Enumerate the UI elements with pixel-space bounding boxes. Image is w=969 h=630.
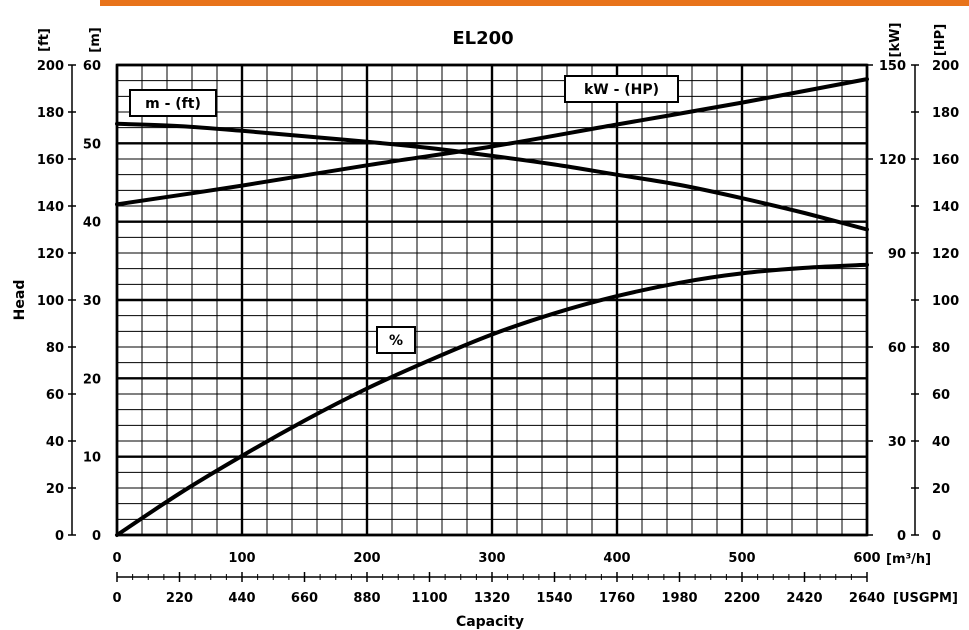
m3h-tick-label: 0	[112, 551, 121, 566]
usgpm-tick-label: 1980	[661, 591, 697, 606]
power-curve-label: kW - (HP)	[564, 75, 679, 103]
usgpm-tick-label: 660	[291, 591, 318, 606]
m3h-tick-label: 500	[728, 551, 755, 566]
chart-title: EL200	[452, 28, 513, 49]
ft-tick-label: 60	[46, 388, 64, 403]
m-tick-label: 0	[92, 529, 101, 544]
efficiency-curve-label-text: %	[389, 333, 403, 349]
efficiency-curve-label-box	[376, 326, 416, 354]
tick-labels: 0204060801001201401601802000102030405060…	[37, 59, 959, 606]
efficiency-curve-label: %	[376, 326, 416, 354]
hp-tick-label: 180	[932, 106, 959, 121]
ft-tick-label: 160	[37, 153, 64, 168]
usgpm-tick-label: 220	[166, 591, 193, 606]
ft-tick-label: 200	[37, 59, 64, 74]
usgpm-tick-label: 440	[228, 591, 255, 606]
m3h-tick-label: 300	[478, 551, 505, 566]
unit-ft: [ft]	[37, 28, 52, 52]
y-axis-title: Head	[12, 280, 28, 321]
power-curve	[115, 77, 869, 207]
head-curve-label: m - (ft)	[129, 89, 217, 117]
usgpm-tick-label: 2420	[786, 591, 822, 606]
usgpm-tick-label: 0	[112, 591, 121, 606]
unit-hp: [HP]	[933, 24, 948, 56]
unit-m: [m]	[88, 27, 103, 52]
m3h-tick-label: 400	[603, 551, 630, 566]
usgpm-tick-label: 1100	[411, 591, 447, 606]
usgpm-tick-label: 1760	[599, 591, 635, 606]
m3h-tick-label: 600	[853, 551, 880, 566]
ft-tick-label: 80	[46, 341, 64, 356]
ft-tick-label: 40	[46, 435, 64, 450]
hp-tick-label: 120	[932, 247, 959, 262]
hp-tick-label: 40	[932, 435, 950, 450]
usgpm-tick-label: 880	[353, 591, 380, 606]
ft-tick-label: 20	[46, 482, 64, 497]
curves	[115, 77, 869, 537]
kw-tick-label: 0	[897, 529, 906, 544]
hp-tick-label: 140	[932, 200, 959, 215]
ft-tick-label: 140	[37, 200, 64, 215]
ft-tick-label: 180	[37, 106, 64, 121]
m-tick-label: 30	[83, 294, 101, 309]
kw-tick-label: 150	[879, 59, 906, 74]
m3h-tick-label: 200	[353, 551, 380, 566]
series-labels: m - (ft) kW - (HP)%	[129, 75, 679, 354]
usgpm-tick-label: 1540	[536, 591, 572, 606]
hp-tick-label: 80	[932, 341, 950, 356]
usgpm-tick-label: 1320	[474, 591, 510, 606]
power-curve-label-box	[564, 75, 679, 103]
hp-tick-label: 60	[932, 388, 950, 403]
kw-tick-label: 120	[879, 153, 906, 168]
kw-tick-label: 30	[888, 435, 906, 450]
hp-tick-label: 160	[932, 153, 959, 168]
hp-tick-label: 100	[932, 294, 959, 309]
head-curve-label-text: m - (ft)	[145, 96, 201, 112]
hp-tick-label: 0	[932, 529, 941, 544]
usgpm-tick-label: 2200	[724, 591, 760, 606]
plot-border	[115, 63, 869, 537]
efficiency-curve	[115, 262, 869, 537]
usgpm-tick-label: 2640	[849, 591, 885, 606]
m-tick-label: 50	[83, 137, 101, 152]
ft-tick-label: 0	[55, 529, 64, 544]
head-curve-label-box	[129, 89, 217, 117]
unit-m3h: [m³/h]	[886, 552, 931, 567]
ft-tick-label: 120	[37, 247, 64, 262]
m-tick-label: 60	[83, 59, 101, 74]
power-curve-label-text: kW - (HP)	[584, 82, 659, 98]
head-curve	[115, 121, 869, 232]
hp-tick-label: 200	[932, 59, 959, 74]
m-tick-label: 20	[83, 372, 101, 387]
hp-tick-label: 20	[932, 482, 950, 497]
top-accent-bar	[100, 0, 969, 6]
m-tick-label: 10	[83, 451, 101, 466]
kw-tick-label: 60	[888, 341, 906, 356]
unit-usgpm: [USGPM]	[893, 591, 958, 606]
m-tick-label: 40	[83, 216, 101, 231]
axes	[68, 63, 919, 582]
ft-tick-label: 100	[37, 294, 64, 309]
unit-kw: [kW]	[888, 23, 903, 58]
m3h-tick-label: 100	[228, 551, 255, 566]
x-axis-title: Capacity	[456, 614, 524, 630]
kw-tick-label: 90	[888, 247, 906, 262]
